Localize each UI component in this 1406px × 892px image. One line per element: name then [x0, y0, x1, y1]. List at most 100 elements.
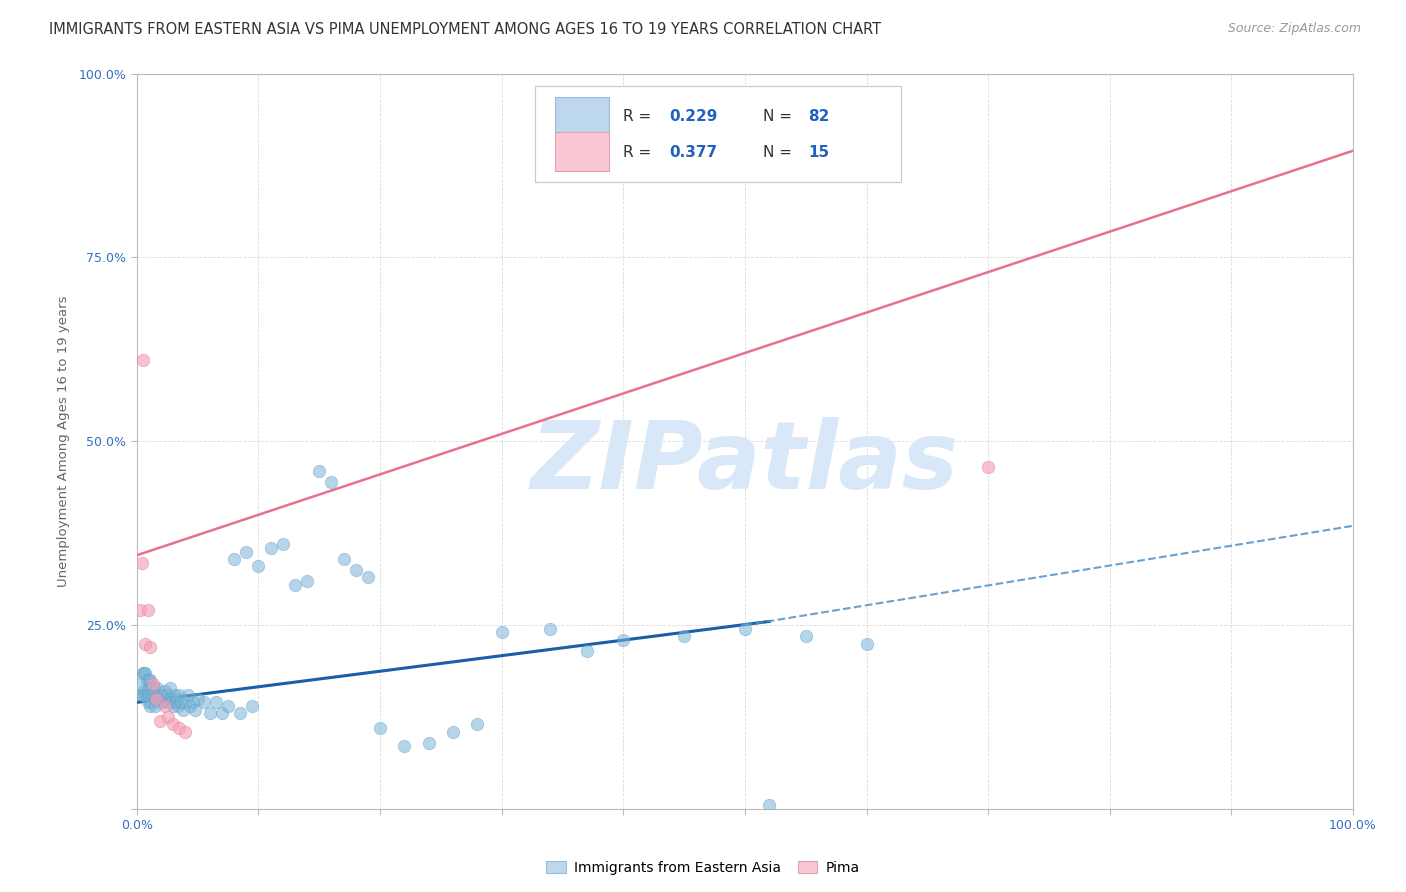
Point	[132, 665, 155, 680]
Point	[163, 688, 186, 702]
Point	[162, 717, 184, 731]
Point	[155, 691, 177, 706]
Point	[368, 721, 391, 735]
Point	[418, 736, 440, 750]
Text: R =: R =	[623, 110, 657, 124]
Point	[166, 691, 188, 706]
Point	[141, 695, 163, 709]
Y-axis label: Unemployment Among Ages 16 to 19 years: Unemployment Among Ages 16 to 19 years	[58, 295, 70, 587]
Text: IMMIGRANTS FROM EASTERN ASIA VS PIMA UNEMPLOYMENT AMONG AGES 16 TO 19 YEARS CORR: IMMIGRANTS FROM EASTERN ASIA VS PIMA UNE…	[49, 22, 882, 37]
Point	[247, 559, 270, 574]
Point	[284, 577, 307, 591]
Point	[177, 688, 200, 702]
Point	[136, 603, 159, 617]
Point	[673, 629, 696, 643]
Point	[217, 699, 239, 714]
Point	[129, 677, 152, 691]
Text: 0.377: 0.377	[669, 145, 717, 160]
FancyBboxPatch shape	[555, 97, 609, 136]
Point	[538, 622, 561, 636]
Point	[467, 717, 489, 731]
Point	[134, 636, 156, 650]
Point	[136, 695, 159, 709]
Point	[169, 721, 191, 735]
Point	[157, 695, 180, 709]
Point	[174, 724, 197, 739]
Point	[134, 665, 156, 680]
Point	[131, 688, 153, 702]
Point	[139, 699, 162, 714]
Point	[153, 699, 176, 714]
Point	[143, 699, 166, 714]
Point	[135, 673, 157, 688]
Point	[491, 625, 513, 640]
Point	[152, 695, 174, 709]
Text: 82: 82	[808, 110, 830, 124]
Point	[146, 681, 169, 695]
Point	[172, 703, 194, 717]
FancyBboxPatch shape	[555, 132, 609, 171]
Text: N =: N =	[763, 110, 797, 124]
Point	[139, 673, 162, 688]
Point	[332, 552, 354, 566]
Point	[132, 684, 155, 698]
Point	[184, 703, 207, 717]
Point	[181, 695, 204, 709]
Point	[271, 537, 294, 551]
Point	[156, 688, 179, 702]
Point	[758, 798, 780, 813]
Point	[142, 688, 165, 702]
Text: N =: N =	[763, 145, 797, 160]
Point	[136, 684, 159, 698]
Point	[138, 688, 160, 702]
Point	[441, 724, 464, 739]
Text: 0.229: 0.229	[669, 110, 718, 124]
Point	[141, 681, 163, 695]
Legend: Immigrants from Eastern Asia, Pima: Immigrants from Eastern Asia, Pima	[541, 855, 865, 880]
Point	[187, 691, 209, 706]
Point	[734, 622, 756, 636]
Text: ZIPatlas: ZIPatlas	[531, 417, 959, 509]
Point	[169, 688, 191, 702]
Point	[229, 706, 252, 721]
Point	[179, 699, 201, 714]
Point	[160, 691, 183, 706]
Point	[165, 695, 187, 709]
Point	[150, 695, 173, 709]
Text: 15: 15	[808, 145, 830, 160]
Point	[145, 691, 167, 706]
Point	[134, 688, 156, 702]
Point	[162, 699, 184, 714]
Point	[575, 644, 598, 658]
Point	[132, 688, 155, 702]
Point	[160, 695, 183, 709]
Point	[855, 636, 877, 650]
Point	[135, 688, 157, 702]
Point	[157, 710, 180, 724]
Point	[150, 688, 173, 702]
Point	[211, 706, 233, 721]
Point	[169, 695, 191, 709]
Point	[321, 475, 343, 489]
Point	[344, 563, 367, 577]
Point	[174, 695, 197, 709]
Point	[295, 574, 318, 588]
Point	[193, 695, 215, 709]
Point	[977, 460, 1000, 475]
Point	[153, 684, 176, 698]
Text: Source: ZipAtlas.com: Source: ZipAtlas.com	[1227, 22, 1361, 36]
Point	[131, 556, 153, 570]
Point	[394, 739, 416, 754]
Point	[357, 570, 380, 584]
Point	[198, 706, 221, 721]
Point	[159, 681, 181, 695]
Point	[138, 673, 160, 688]
Point	[167, 699, 190, 714]
Point	[149, 688, 172, 702]
Point	[259, 541, 281, 555]
Point	[142, 681, 165, 695]
Point	[149, 714, 172, 728]
Point	[139, 640, 162, 655]
Point	[148, 691, 170, 706]
Point	[240, 699, 263, 714]
